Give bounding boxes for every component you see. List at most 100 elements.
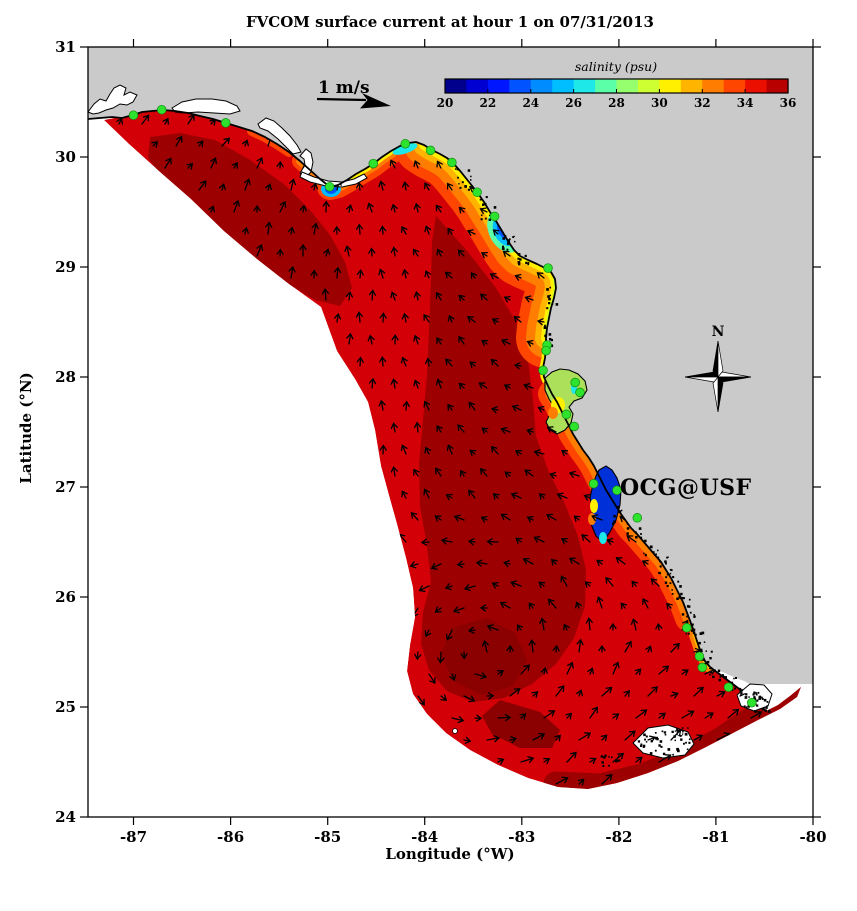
island-speckle bbox=[467, 169, 471, 172]
island-speckle bbox=[649, 752, 653, 755]
current-arrow bbox=[458, 382, 466, 390]
current-arrow bbox=[413, 379, 421, 389]
current-arrow bbox=[500, 338, 511, 346]
island-speckle bbox=[663, 731, 667, 734]
island-speckle bbox=[527, 263, 530, 266]
island-speckle bbox=[665, 562, 667, 565]
current-arrow bbox=[526, 428, 534, 436]
island-speckle bbox=[698, 641, 701, 645]
current-arrow bbox=[196, 140, 204, 148]
station-dot bbox=[575, 387, 585, 398]
island-speckle bbox=[672, 576, 675, 579]
island-speckle bbox=[649, 545, 653, 549]
current-arrow bbox=[585, 617, 593, 631]
current-arrow bbox=[503, 560, 511, 568]
current-arrow bbox=[356, 268, 364, 279]
current-arrow bbox=[645, 645, 653, 653]
colorbar-cell bbox=[680, 79, 703, 93]
station-dot bbox=[324, 181, 335, 192]
island-speckle bbox=[626, 527, 630, 530]
island-speckle bbox=[762, 708, 765, 711]
island-speckle bbox=[756, 694, 758, 696]
axes-frame: -87 -86 -85 -84 -83 -82 -81 -80 24 25 26 27 28 29 30 31 bbox=[55, 38, 826, 846]
current-arrow bbox=[323, 248, 331, 257]
current-arrow bbox=[418, 585, 430, 592]
current-arrow bbox=[492, 229, 500, 236]
island-speckle bbox=[718, 678, 721, 682]
current-arrow bbox=[463, 695, 476, 703]
current-arrow bbox=[578, 732, 592, 741]
island-speckle bbox=[681, 727, 684, 729]
current-arrow bbox=[596, 559, 604, 567]
island-speckle bbox=[550, 338, 553, 342]
current-arrow bbox=[596, 596, 604, 609]
current-arrow bbox=[615, 556, 626, 565]
current-arrow bbox=[423, 313, 430, 323]
current-arrow bbox=[503, 295, 511, 303]
current-arrow bbox=[605, 576, 614, 587]
current-arrow bbox=[538, 581, 546, 589]
island-speckle bbox=[527, 262, 530, 264]
colorbar-cell bbox=[595, 79, 618, 93]
current-arrow bbox=[526, 515, 534, 523]
florida-land bbox=[88, 47, 813, 684]
current-arrow bbox=[390, 465, 398, 477]
current-arrow bbox=[510, 580, 522, 588]
compass-n-label: N bbox=[712, 324, 725, 340]
current-arrow bbox=[288, 265, 296, 279]
island-speckle bbox=[601, 761, 604, 764]
land-mass bbox=[88, 47, 813, 684]
current-arrow bbox=[658, 754, 672, 763]
station-dot bbox=[543, 263, 553, 273]
island-speckle bbox=[717, 669, 721, 673]
current-arrow bbox=[401, 312, 409, 323]
island-speckle bbox=[652, 551, 655, 553]
current-arrow bbox=[486, 692, 495, 700]
island-speckle bbox=[739, 687, 742, 691]
island-speckle bbox=[754, 710, 757, 713]
x-tick-label: -83 bbox=[508, 828, 535, 846]
current-arrow bbox=[467, 538, 476, 546]
compass-spike-es bbox=[717, 376, 752, 383]
island-speckle bbox=[517, 257, 520, 260]
current-arrow bbox=[460, 651, 468, 660]
current-arrow bbox=[670, 729, 682, 741]
island-speckle bbox=[694, 633, 697, 636]
island-speckle bbox=[701, 631, 705, 635]
current-arrow bbox=[355, 311, 364, 323]
current-arrow bbox=[727, 708, 740, 719]
island-speckle bbox=[676, 727, 679, 730]
station-dot bbox=[128, 110, 139, 120]
island-speckle bbox=[659, 560, 661, 563]
current-arrow bbox=[458, 206, 466, 214]
current-arrow bbox=[434, 606, 442, 613]
current-arrow bbox=[655, 622, 663, 631]
island-speckle bbox=[733, 687, 736, 690]
island-speckle bbox=[706, 660, 710, 664]
current-arrow bbox=[568, 470, 580, 478]
island-speckle bbox=[544, 324, 546, 327]
current-arrow bbox=[497, 713, 512, 722]
current-arrow bbox=[543, 757, 551, 765]
island-speckle bbox=[665, 576, 668, 579]
y-axis-title: Latitude (°N) bbox=[17, 372, 35, 483]
current-arrow bbox=[491, 317, 499, 325]
current-arrow bbox=[175, 135, 183, 147]
current-arrow bbox=[670, 642, 680, 653]
current-arrow bbox=[253, 204, 261, 213]
current-arrow bbox=[526, 339, 534, 347]
current-arrow bbox=[390, 291, 398, 301]
river-plume bbox=[392, 143, 418, 155]
island-speckle bbox=[682, 729, 685, 732]
current-arrow bbox=[681, 669, 689, 676]
y-tick-label: 27 bbox=[55, 478, 76, 496]
current-arrow bbox=[490, 445, 499, 455]
island-speckle bbox=[700, 650, 703, 653]
current-arrow bbox=[704, 712, 714, 719]
station-dot bbox=[400, 139, 411, 149]
current-arrow bbox=[600, 734, 608, 742]
island-speckle bbox=[547, 295, 550, 298]
island-speckle bbox=[666, 584, 669, 588]
current-arrow bbox=[162, 117, 170, 125]
x-tick-label: -85 bbox=[314, 828, 341, 846]
